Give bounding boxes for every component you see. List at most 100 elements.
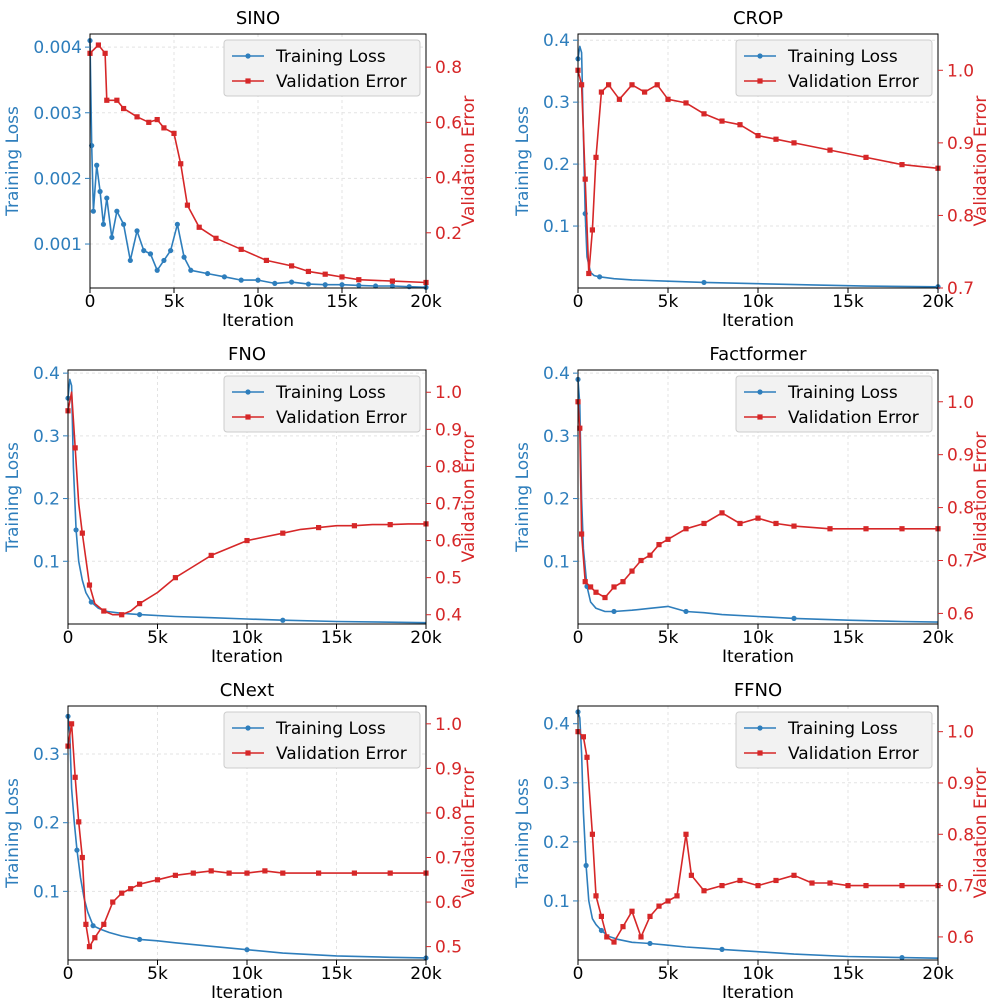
validation-error-point — [387, 870, 393, 876]
validation-error-point — [719, 882, 725, 889]
legend-marker — [245, 725, 251, 731]
validation-error-point — [101, 921, 107, 927]
validation-error-point — [827, 526, 833, 532]
y-right-tick-label: 0.4 — [435, 606, 462, 626]
x-tick-label: 20k — [410, 292, 442, 312]
legend-label: Training Loss — [787, 719, 898, 739]
validation-error-point — [244, 537, 250, 544]
legend: Training Loss Validation Error — [223, 375, 421, 433]
y-left-axis-label: Training Loss — [513, 442, 533, 553]
training-loss-point — [255, 277, 261, 283]
training-loss-point — [94, 162, 100, 168]
legend-label: Training Loss — [275, 47, 386, 67]
y-left-tick-label: 0.3 — [543, 774, 570, 794]
training-loss-point — [238, 277, 244, 283]
validation-error-point — [579, 531, 585, 537]
y-right-tick-label: 1.0 — [947, 723, 974, 743]
legend: Training Loss Validation Error — [223, 711, 421, 769]
x-tick-label: 0 — [85, 292, 96, 312]
validation-error-point — [656, 903, 662, 909]
y-left-tick-label: 0.4 — [33, 364, 60, 384]
chart-panel-fno: 0 5k 10k 15k 20k 0.1 0.2 0.3 0.4 0.4 0.5 0.6 0.7 0.8 0… — [3, 344, 479, 667]
training-loss-line — [89, 40, 427, 289]
y-right-tick-label: 0.8 — [947, 825, 974, 845]
validation-error-point — [638, 557, 644, 564]
validation-error-point — [92, 935, 98, 941]
x-tick-label: 0 — [63, 964, 74, 984]
validation-error-point — [616, 96, 622, 102]
training-loss-point — [406, 284, 412, 290]
validation-error-point — [791, 140, 797, 146]
x-tick-label: 5k — [658, 964, 679, 984]
validation-error-point — [701, 888, 707, 894]
y-right-tick-label: 0.9 — [435, 420, 462, 440]
training-loss-point — [598, 927, 605, 934]
y-left-tick-label: 0.2 — [33, 490, 60, 510]
training-loss-point — [134, 228, 140, 234]
y-right-tick-label: 0.5 — [435, 569, 462, 589]
training-loss-point — [100, 221, 107, 227]
validation-error-point — [161, 125, 167, 131]
training-loss-point — [289, 279, 295, 285]
validation-error-point — [280, 870, 286, 876]
training-loss-point — [188, 267, 194, 273]
x-tick-label: 0 — [573, 964, 584, 984]
legend-marker — [757, 725, 763, 731]
training-loss-line — [67, 716, 427, 959]
y-right-axis-label: Validation Error — [971, 768, 991, 899]
chart-panel-sino: 0 5k 10k 15k 20k 0.001 0.002 0.003 0.004 0.2 0.4 0.… — [3, 8, 479, 331]
x-tick-label: 5k — [147, 628, 168, 648]
training-loss-point — [280, 617, 286, 623]
validation-error-point — [351, 523, 357, 529]
legend-box — [735, 39, 933, 97]
y-left-tick-label: 0.004 — [33, 38, 82, 58]
y-right-tick-label: 1.0 — [435, 715, 462, 735]
x-tick-label: 15k — [321, 964, 353, 984]
x-tick-label: 15k — [832, 628, 864, 648]
y-left-tick-label: 0.1 — [33, 552, 60, 572]
x-axis-label: Iteration — [722, 983, 794, 1003]
validation-error-point — [611, 584, 617, 590]
validation-error-point — [602, 594, 608, 601]
x-tick-label: 20k — [410, 628, 442, 648]
validation-error-point — [178, 161, 184, 167]
legend-box — [223, 375, 421, 433]
y-left-tick-label: 0.3 — [33, 745, 60, 765]
validation-error-point — [737, 877, 743, 884]
chart-title: Factformer — [709, 344, 807, 365]
validation-error-point — [620, 579, 626, 585]
validation-error-point — [154, 877, 161, 883]
validation-error-point — [213, 235, 219, 241]
validation-error-point — [244, 870, 250, 876]
y-left-axis-label: Training Loss — [3, 778, 23, 889]
validation-error-point — [280, 530, 286, 536]
training-loss-point — [161, 257, 167, 264]
legend-marker — [245, 78, 251, 84]
x-axis-label: Iteration — [722, 311, 794, 331]
validation-error-point — [593, 893, 599, 899]
legend-marker — [757, 53, 763, 59]
validation-error-point — [262, 868, 268, 874]
training-loss-point — [373, 283, 379, 289]
validation-error-point — [263, 257, 269, 263]
chart-title: FNO — [228, 344, 266, 365]
validation-error-point — [184, 202, 191, 208]
validation-error-point — [791, 523, 797, 529]
y-right-tick-label: 0.8 — [435, 457, 462, 477]
legend-label: Validation Error — [276, 72, 407, 92]
x-tick-label: 20k — [922, 628, 954, 648]
validation-error-point — [582, 579, 588, 585]
validation-error-point — [387, 522, 393, 528]
training-loss-point — [121, 221, 127, 227]
x-tick-label: 10k — [231, 964, 263, 984]
validation-error-point — [683, 100, 689, 106]
validation-error-point — [351, 870, 357, 876]
validation-error-point — [305, 268, 311, 275]
x-tick-label: 0 — [573, 292, 584, 312]
y-right-tick-label: 0.4 — [435, 169, 462, 189]
validation-error-point — [316, 524, 322, 531]
legend-box — [223, 39, 421, 97]
x-tick-label: 20k — [922, 964, 954, 984]
validation-error-point — [683, 831, 689, 837]
x-tick-label: 10k — [231, 628, 263, 648]
